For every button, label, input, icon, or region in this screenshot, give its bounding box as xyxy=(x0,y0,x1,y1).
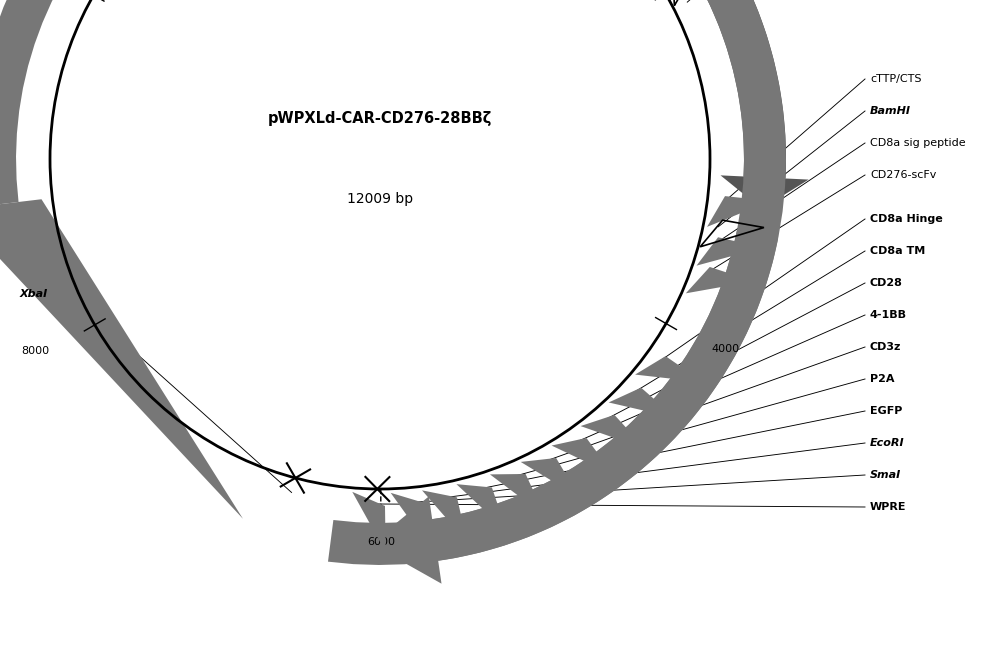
Polygon shape xyxy=(391,493,431,549)
Polygon shape xyxy=(697,237,763,266)
Text: 4000: 4000 xyxy=(711,345,739,355)
Polygon shape xyxy=(456,484,507,531)
Text: BamHI: BamHI xyxy=(870,106,911,116)
Polygon shape xyxy=(686,267,753,293)
Polygon shape xyxy=(422,490,467,542)
Text: CD8a TM: CD8a TM xyxy=(870,246,925,256)
Polygon shape xyxy=(581,415,645,449)
Text: EGFP: EGFP xyxy=(870,406,902,416)
Polygon shape xyxy=(721,175,809,209)
Text: EcoRI: EcoRI xyxy=(870,438,905,448)
Text: CD8a Hinge: CD8a Hinge xyxy=(870,214,943,224)
Text: P2A: P2A xyxy=(870,374,895,384)
Text: CD3z: CD3z xyxy=(870,342,901,352)
Polygon shape xyxy=(635,356,703,382)
Polygon shape xyxy=(521,458,579,498)
Text: 12009 bp: 12009 bp xyxy=(347,192,413,206)
Text: CD276-scFv: CD276-scFv xyxy=(870,170,936,180)
Polygon shape xyxy=(609,387,676,418)
Polygon shape xyxy=(552,438,614,475)
Text: 4-1BB: 4-1BB xyxy=(870,310,907,320)
Text: 6000: 6000 xyxy=(367,537,395,547)
Text: pWPXLd-CAR-CD276-28BBζ: pWPXLd-CAR-CD276-28BBζ xyxy=(268,111,492,127)
Text: WPRE: WPRE xyxy=(870,502,906,512)
Text: CD28: CD28 xyxy=(870,278,903,288)
Polygon shape xyxy=(0,0,786,565)
Polygon shape xyxy=(690,0,786,179)
Polygon shape xyxy=(432,231,778,561)
Text: CD8a sig peptide: CD8a sig peptide xyxy=(870,138,966,148)
Polygon shape xyxy=(0,199,243,519)
Polygon shape xyxy=(707,196,771,227)
Text: cTTP/CTS: cTTP/CTS xyxy=(870,74,922,84)
Polygon shape xyxy=(371,496,442,584)
Text: XbaI: XbaI xyxy=(20,289,48,299)
Text: 8000: 8000 xyxy=(22,346,50,356)
Polygon shape xyxy=(490,474,545,516)
Polygon shape xyxy=(352,492,386,552)
Text: SmaI: SmaI xyxy=(870,470,901,480)
